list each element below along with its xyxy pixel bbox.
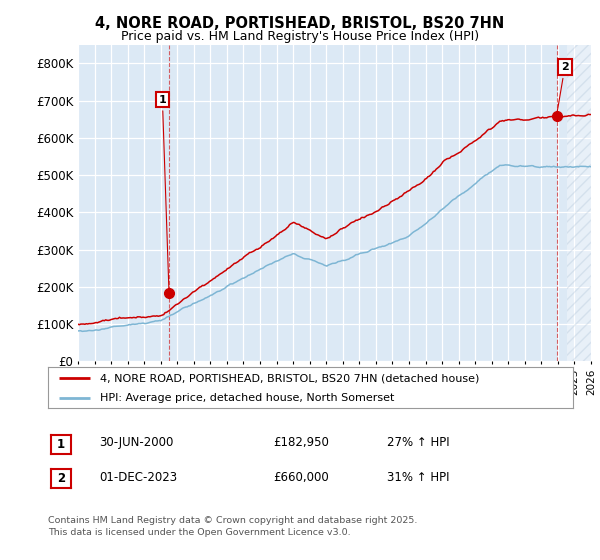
Text: 1: 1 — [57, 437, 65, 451]
Text: 2: 2 — [557, 62, 569, 113]
Text: 27% ↑ HPI: 27% ↑ HPI — [387, 436, 449, 449]
Text: HPI: Average price, detached house, North Somerset: HPI: Average price, detached house, Nort… — [101, 393, 395, 403]
Text: 1: 1 — [158, 95, 169, 290]
Text: 01-DEC-2023: 01-DEC-2023 — [99, 470, 177, 484]
Text: Contains HM Land Registry data © Crown copyright and database right 2025.
This d: Contains HM Land Registry data © Crown c… — [48, 516, 418, 537]
Text: 4, NORE ROAD, PORTISHEAD, BRISTOL, BS20 7HN (detached house): 4, NORE ROAD, PORTISHEAD, BRISTOL, BS20 … — [101, 374, 480, 383]
Text: 31% ↑ HPI: 31% ↑ HPI — [387, 470, 449, 484]
Text: 30-JUN-2000: 30-JUN-2000 — [99, 436, 173, 449]
Text: 4, NORE ROAD, PORTISHEAD, BRISTOL, BS20 7HN: 4, NORE ROAD, PORTISHEAD, BRISTOL, BS20 … — [95, 16, 505, 31]
Text: £660,000: £660,000 — [273, 470, 329, 484]
Text: 2: 2 — [57, 472, 65, 486]
Text: £182,950: £182,950 — [273, 436, 329, 449]
Text: Price paid vs. HM Land Registry's House Price Index (HPI): Price paid vs. HM Land Registry's House … — [121, 30, 479, 44]
